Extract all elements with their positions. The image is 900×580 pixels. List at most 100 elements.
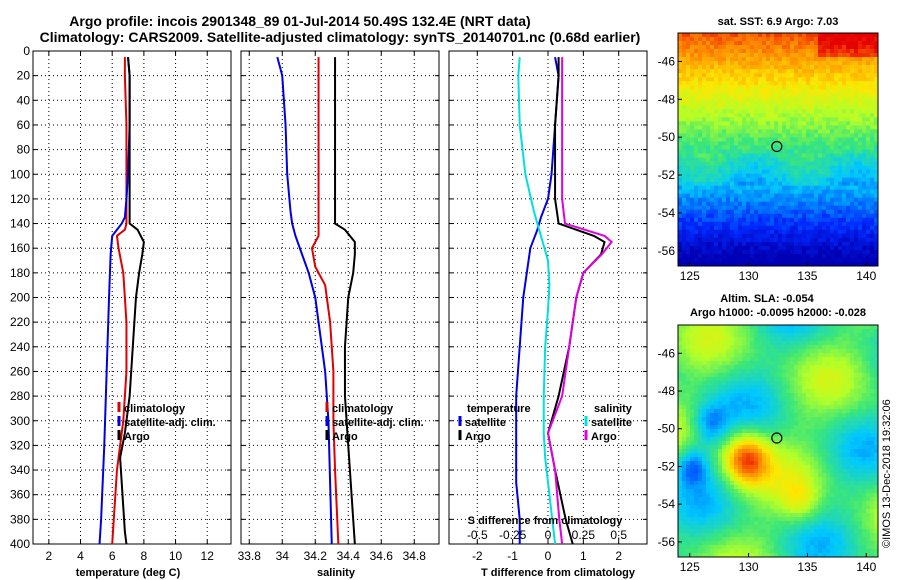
- map-cell: [778, 357, 783, 362]
- map-cell: [814, 45, 819, 50]
- map-raster: [678, 325, 879, 558]
- map-cell: [834, 217, 839, 223]
- map-cell: [814, 141, 819, 146]
- map-cell: [722, 425, 727, 430]
- map-cell: [718, 253, 723, 259]
- map-cell: [850, 257, 855, 263]
- map-cell: [806, 213, 811, 219]
- map-cell: [790, 37, 795, 42]
- map-cell: [678, 257, 683, 263]
- map-cell: [862, 109, 867, 114]
- map-cell: [686, 437, 691, 442]
- map-cell: [694, 213, 699, 219]
- map-cell: [782, 193, 787, 199]
- map-cell: [718, 133, 723, 138]
- map-cell: [830, 145, 835, 150]
- map-cell: [774, 417, 779, 422]
- map-cell: [854, 73, 859, 78]
- map-cell: [798, 61, 803, 66]
- map-cell: [790, 133, 795, 138]
- map-cell: [774, 353, 779, 358]
- map-cell: [790, 353, 795, 358]
- map-cell: [702, 33, 707, 38]
- map-cell: [874, 49, 879, 54]
- map-cell: [814, 145, 819, 150]
- map-cell: [726, 417, 731, 422]
- map-cell: [874, 349, 879, 354]
- map-cell: [686, 165, 691, 170]
- map-cell: [726, 361, 731, 366]
- map-cell: [790, 161, 795, 166]
- map-cell: [778, 377, 783, 382]
- map-cell: [730, 421, 735, 426]
- map-cell: [806, 217, 811, 223]
- map-cell: [762, 73, 767, 78]
- map-cell: [702, 133, 707, 138]
- map-cell: [842, 37, 847, 42]
- map-cell: [726, 209, 731, 215]
- map-cell: [698, 213, 703, 219]
- map-cell: [714, 149, 719, 154]
- map-cell: [862, 125, 867, 130]
- map-cell: [822, 453, 827, 458]
- map-cell: [746, 81, 751, 86]
- map-cell: [686, 457, 691, 462]
- map-cell: [838, 249, 843, 255]
- map-cell: [846, 65, 851, 70]
- map-cell: [754, 93, 759, 98]
- map-cell: [762, 241, 767, 247]
- map-cell: [822, 385, 827, 390]
- map-x-tick-label: 130: [739, 269, 759, 283]
- map-cell: [682, 229, 687, 235]
- map-cell: [718, 193, 723, 199]
- map-cell: [722, 393, 727, 398]
- map-cell: [866, 401, 871, 406]
- map-cell: [818, 345, 823, 350]
- map-cell: [830, 345, 835, 350]
- map-cell: [762, 137, 767, 142]
- map-cell: [830, 185, 835, 190]
- map-cell: [810, 129, 815, 134]
- map-cell: [758, 193, 763, 199]
- map-cell: [818, 397, 823, 402]
- map-cell: [778, 185, 783, 190]
- map-cell: [774, 165, 779, 170]
- map-cell: [810, 217, 815, 223]
- map-cell: [782, 361, 787, 366]
- map-cell: [866, 261, 871, 267]
- map-cell: [762, 385, 767, 390]
- map-cell: [698, 445, 703, 450]
- map-cell: [766, 61, 771, 66]
- map-cell: [842, 77, 847, 82]
- map-cell: [794, 417, 799, 422]
- map-cell: [726, 81, 731, 86]
- map-cell: [870, 121, 875, 126]
- map-cell: [742, 241, 747, 247]
- map-cell: [782, 217, 787, 223]
- map-cell: [722, 365, 727, 370]
- map-cell: [682, 113, 687, 118]
- map-cell: [866, 189, 871, 194]
- map-cell: [846, 381, 851, 386]
- map-cell: [846, 409, 851, 414]
- map-cell: [754, 137, 759, 142]
- map-cell: [846, 165, 851, 170]
- map-cell: [678, 401, 683, 406]
- map-cell: [826, 221, 831, 227]
- map-cell: [682, 349, 687, 354]
- map-cell: [730, 129, 735, 134]
- map-cell: [726, 161, 731, 166]
- map-cell: [854, 333, 859, 338]
- map-cell: [758, 53, 763, 58]
- map-cell: [802, 133, 807, 138]
- map-cell: [778, 329, 783, 334]
- map-cell: [802, 257, 807, 263]
- map-cell: [758, 237, 763, 243]
- map-cell: [766, 109, 771, 114]
- map-cell: [830, 181, 835, 186]
- map-cell: [866, 193, 871, 199]
- map-cell: [806, 153, 811, 158]
- map-cell: [826, 45, 831, 50]
- map-cell: [774, 237, 779, 243]
- map-cell: [782, 417, 787, 422]
